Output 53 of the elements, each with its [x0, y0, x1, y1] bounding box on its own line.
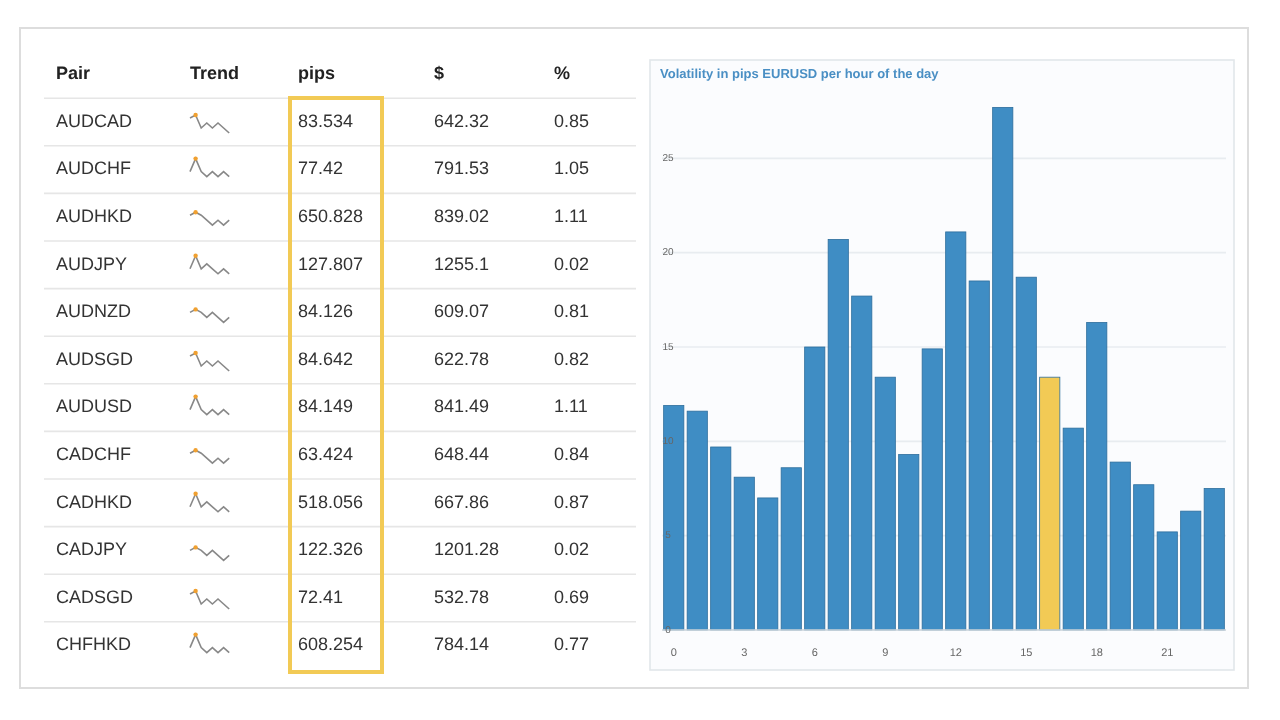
category-label: CHFHKD: [56, 634, 132, 655]
category-label: AUDSGD: [56, 348, 135, 369]
data-label: 0.02: [554, 539, 590, 560]
data-label: 532.78: [434, 586, 490, 607]
category-label: AUDHKD: [56, 205, 134, 226]
data-label: 622.78: [434, 348, 490, 369]
text: Trend: [190, 62, 240, 83]
data-label: 84.149: [298, 396, 354, 417]
data-label: 0.87: [554, 491, 590, 512]
text: Pair: [56, 62, 92, 83]
category-label: AUDUSD: [56, 396, 134, 417]
text: $: [434, 62, 445, 83]
data-label: 791.53: [434, 158, 490, 179]
category-label: CADSGD: [56, 586, 135, 607]
text: pips: [298, 62, 336, 83]
category-label: AUDCHF: [56, 158, 132, 179]
data-label: 1.05: [554, 158, 590, 179]
data-label: 648.44: [434, 443, 490, 464]
data-label: 667.86: [434, 491, 490, 512]
data-label: 0.85: [554, 110, 590, 131]
category-label: CADJPY: [56, 539, 128, 560]
data-label: 609.07: [434, 301, 490, 322]
data-label: 1201.28: [434, 539, 500, 560]
data-label: 0.82: [554, 348, 590, 369]
data-label: 0.69: [554, 586, 590, 607]
data-label: 1255.1: [434, 253, 490, 274]
data-label: 0.02: [554, 253, 590, 274]
category-label: CADCHF: [56, 443, 132, 464]
category-label: AUDCAD: [56, 110, 134, 131]
data-label: 784.14: [434, 634, 490, 655]
data-label: 1.11: [554, 205, 588, 226]
data-label: 83.534: [298, 110, 354, 131]
data-label: 642.32: [434, 110, 490, 131]
category-label: AUDNZD: [56, 301, 132, 322]
data-label: 84.642: [298, 348, 354, 369]
text: %: [554, 62, 571, 83]
category-label: CADHKD: [56, 491, 134, 512]
data-label: 0.84: [554, 443, 590, 464]
data-label: 84.126: [298, 301, 354, 322]
category-label: AUDJPY: [56, 253, 128, 274]
data-label: 650.828: [298, 205, 364, 226]
data-label: 0.81: [554, 301, 590, 322]
data-label: 841.49: [434, 396, 490, 417]
data-label: 77.42: [298, 158, 344, 179]
data-label: 1.11: [554, 396, 588, 417]
data-label: 72.41: [298, 586, 344, 607]
data-label: 518.056: [298, 491, 364, 512]
data-label: 608.254: [298, 634, 364, 655]
data-label: 0.77: [554, 634, 590, 655]
data-label: 839.02: [434, 205, 490, 226]
data-label: 122.326: [298, 539, 364, 560]
data-label: 127.807: [298, 253, 364, 274]
data-label: 63.424: [298, 443, 354, 464]
